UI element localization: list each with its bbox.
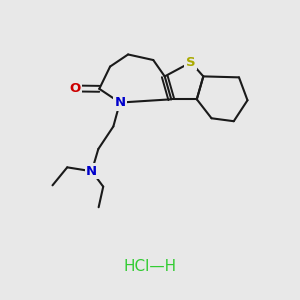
Text: O: O [69,82,80,95]
Text: S: S [186,56,196,69]
Text: HCl—H: HCl—H [123,259,177,274]
Text: N: N [114,96,125,109]
Text: N: N [86,165,97,178]
